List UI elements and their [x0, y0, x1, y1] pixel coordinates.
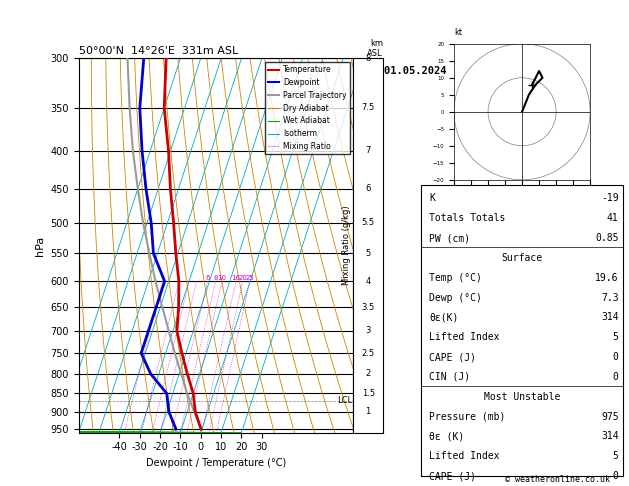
Text: 6: 6 — [205, 276, 210, 281]
Text: CAPE (J): CAPE (J) — [430, 471, 477, 481]
Text: Temp (°C): Temp (°C) — [430, 273, 482, 283]
Text: 10: 10 — [218, 276, 226, 281]
Text: Surface: Surface — [501, 253, 543, 263]
Text: kt: kt — [454, 28, 462, 37]
Text: 8: 8 — [365, 54, 371, 63]
Text: 4: 4 — [365, 277, 370, 286]
Text: LCL: LCL — [337, 397, 352, 405]
Text: θε(K): θε(K) — [430, 312, 459, 322]
Legend: Temperature, Dewpoint, Parcel Trajectory, Dry Adiabat, Wet Adiabat, Isotherm, Mi: Temperature, Dewpoint, Parcel Trajectory… — [265, 62, 350, 154]
Text: 0.85: 0.85 — [595, 233, 619, 243]
Text: 0: 0 — [613, 471, 619, 481]
Y-axis label: Mixing Ratio (g/kg): Mixing Ratio (g/kg) — [342, 206, 350, 285]
Text: 8: 8 — [213, 276, 218, 281]
Text: 25: 25 — [245, 276, 254, 281]
Text: 314: 314 — [601, 312, 619, 322]
Text: 41: 41 — [607, 213, 619, 223]
FancyBboxPatch shape — [421, 185, 623, 476]
Text: 975: 975 — [601, 412, 619, 421]
Text: 1.5: 1.5 — [362, 389, 375, 398]
Text: 3.5: 3.5 — [362, 303, 375, 312]
Text: 16: 16 — [231, 276, 240, 281]
Text: 19.6: 19.6 — [595, 273, 619, 283]
Text: 7.5: 7.5 — [362, 104, 375, 112]
Text: 0: 0 — [613, 372, 619, 382]
Text: CIN (J): CIN (J) — [430, 372, 470, 382]
Text: © weatheronline.co.uk: © weatheronline.co.uk — [505, 474, 610, 484]
Text: K: K — [430, 193, 435, 204]
Text: 01.05.2024  18GMT  (Base: 18): 01.05.2024 18GMT (Base: 18) — [384, 66, 565, 76]
Text: θε (K): θε (K) — [430, 432, 465, 441]
Text: Dewp (°C): Dewp (°C) — [430, 293, 482, 303]
Text: Lifted Index: Lifted Index — [430, 451, 500, 461]
Text: 0: 0 — [613, 352, 619, 362]
Text: 5.5: 5.5 — [362, 218, 375, 227]
Text: 314: 314 — [601, 432, 619, 441]
Text: 5: 5 — [365, 249, 370, 258]
Text: 5: 5 — [613, 451, 619, 461]
Text: Most Unstable: Most Unstable — [484, 392, 560, 402]
Text: km
ASL: km ASL — [367, 39, 383, 58]
Text: 6: 6 — [365, 184, 371, 193]
Text: 3: 3 — [365, 327, 371, 335]
Text: 50°00'N  14°26'E  331m ASL: 50°00'N 14°26'E 331m ASL — [79, 46, 238, 56]
Text: -19: -19 — [601, 193, 619, 204]
Text: 7: 7 — [365, 146, 371, 156]
Text: Pressure (mb): Pressure (mb) — [430, 412, 506, 421]
Y-axis label: hPa: hPa — [35, 235, 45, 256]
Text: CAPE (J): CAPE (J) — [430, 352, 477, 362]
Text: Lifted Index: Lifted Index — [430, 332, 500, 342]
Text: 5: 5 — [613, 332, 619, 342]
Text: Totals Totals: Totals Totals — [430, 213, 506, 223]
Text: 20: 20 — [238, 276, 247, 281]
Text: 2: 2 — [365, 369, 370, 379]
Text: 7.3: 7.3 — [601, 293, 619, 303]
Text: PW (cm): PW (cm) — [430, 233, 470, 243]
Text: 2.5: 2.5 — [362, 348, 375, 358]
Text: 1: 1 — [365, 407, 370, 417]
X-axis label: Dewpoint / Temperature (°C): Dewpoint / Temperature (°C) — [146, 458, 286, 468]
